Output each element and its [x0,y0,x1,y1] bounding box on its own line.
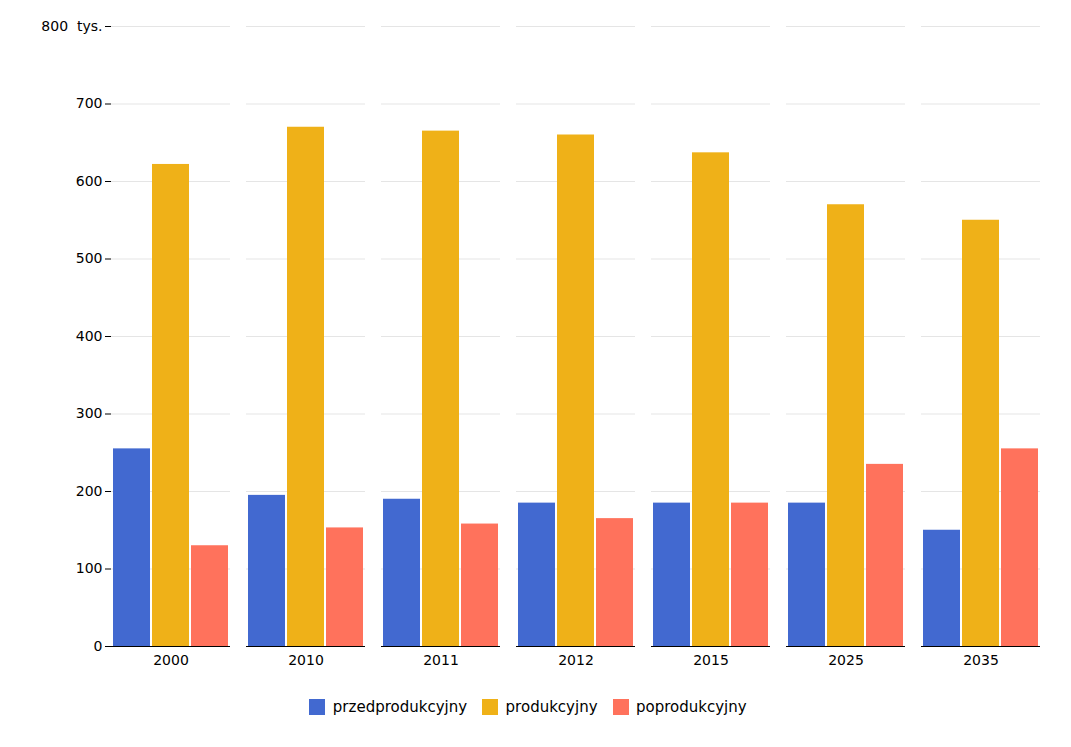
html-text:przedprodukcyjny: przedprodukcyjny [332,697,468,716]
html-text:poprodukcyjny: poprodukcyjny [636,697,747,716]
svg-text:2011: 2011 [423,652,459,668]
svg-text:100: 100 [76,560,103,576]
svg-text:700: 700 [76,95,103,111]
svg-text:0: 0 [94,638,103,654]
svg-text:2025: 2025 [828,652,864,668]
svg-text:400: 400 [76,328,103,344]
svg-text:600: 600 [76,173,103,189]
svg-text:2035: 2035 [963,652,999,668]
svg-text:200: 200 [76,483,103,499]
svg-text:2015: 2015 [693,652,729,668]
svg-text:300: 300 [76,405,103,421]
svg-text:2000: 2000 [153,652,189,668]
svg-text:500: 500 [76,250,103,266]
svg-text:2012: 2012 [558,652,594,668]
html-text:produkcyjny: produkcyjny [505,697,598,716]
svg-text:2010: 2010 [288,652,324,668]
svg-text:800 tys.: 800 tys. [41,18,102,34]
